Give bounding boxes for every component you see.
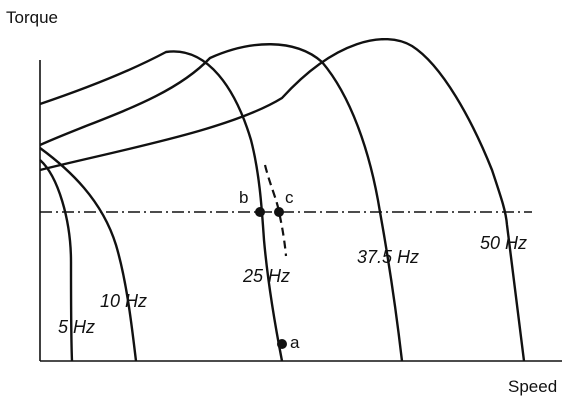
point-c-label: c — [285, 188, 294, 207]
point-c-marker — [274, 207, 284, 217]
curve-25hz — [39, 50, 284, 362]
point-b-marker — [255, 207, 265, 217]
curve-label-50hz: 50 Hz — [480, 233, 527, 253]
curve-label-5hz: 5 Hz — [58, 317, 95, 337]
dashed-curve-segment — [263, 164, 288, 257]
point-b-label: b — [239, 188, 248, 207]
y-axis-title: Torque — [6, 8, 58, 27]
curve-50hz — [39, 38, 526, 362]
curve-label-25hz: 25 Hz — [242, 266, 290, 286]
curve-5hz — [39, 159, 74, 362]
point-a-marker — [277, 339, 287, 349]
curve-10hz — [39, 147, 138, 362]
point-a-label: a — [290, 333, 300, 352]
curve-label-10hz: 10 Hz — [100, 291, 147, 311]
curve-label-37-5hz: 37.5 Hz — [357, 247, 419, 267]
x-axis-title: Speed — [508, 377, 557, 396]
